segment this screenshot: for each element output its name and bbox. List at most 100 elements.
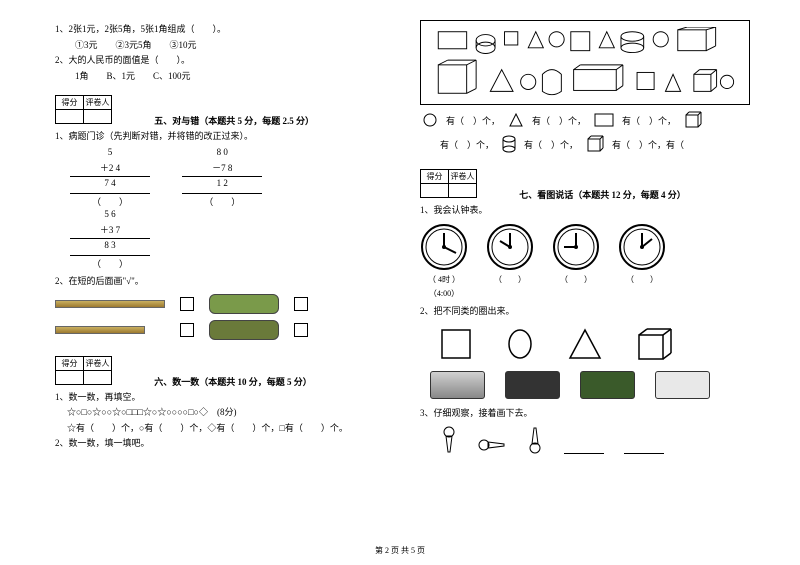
grader-blank-6[interactable] [84, 370, 112, 384]
m1a: 5 [70, 147, 150, 161]
cl1c: 有（ ）个， [622, 114, 676, 127]
checkbox-3[interactable] [180, 323, 194, 337]
math-1: 5 ＋2 4 7 4 （ ） [70, 147, 150, 209]
m1ans[interactable]: （ ） [70, 195, 150, 209]
sec7-q1: 1、我会认钟表。 [420, 204, 770, 217]
clock-icon-1 [420, 223, 468, 271]
m2c: 1 2 [182, 178, 262, 192]
pin-icon-3 [526, 426, 544, 454]
bus-icon[interactable] [430, 371, 485, 399]
short-stick-icon [55, 326, 145, 334]
sec5-q2: 2、在短的后面画"√"。 [55, 275, 370, 288]
section-6-title: 六、数一数（本题共 10 分，每题 5 分） [154, 377, 312, 387]
grader-label: 评卷人 [84, 96, 112, 110]
triangle-icon-2[interactable] [568, 328, 602, 360]
shapes-collection-icon [427, 27, 743, 98]
tank-icon[interactable] [580, 371, 635, 399]
cl2a: 有（ ）个， [440, 138, 494, 151]
page: 1、2张1元，2张5角，5张1角组成（ ）。 ①3元 ②3元5角 ③10元 2、… [0, 0, 800, 540]
grader-label-6: 评卷人 [84, 356, 112, 370]
odd-shape-row [420, 327, 770, 361]
cylinder-icon [502, 135, 516, 153]
long-stick-icon [55, 300, 165, 308]
math-problems: 5 ＋2 4 7 4 （ ） 8 0 －7 8 1 2 （ ） 5 6 ＋3 7… [55, 147, 370, 271]
m3b: ＋3 7 [70, 223, 150, 237]
m2ans[interactable]: （ ） [182, 195, 262, 209]
cl2b: 有（ ）个， [524, 138, 578, 151]
score-blank-7[interactable] [421, 184, 449, 198]
section-7-title: 七、看图说话（本题共 12 分，每题 4 分） [519, 190, 686, 200]
grader-label-7: 评卷人 [449, 170, 477, 184]
score-box-7: 得分 评卷人 [420, 169, 477, 198]
count-line-2: 有（ ）个， 有（ ）个， 有（ ）个，有（ [420, 135, 770, 153]
cube-icon-2[interactable] [637, 327, 673, 361]
pattern-blank-2[interactable] [624, 444, 664, 454]
sec6-counts: ☆有（ ）个，○有（ ）个，◇有（ ）个，□有（ ）个。 [55, 422, 370, 435]
clock-2: （ ） [486, 223, 534, 299]
clock-3: （ ） [552, 223, 600, 299]
math-2: 8 0 －7 8 1 2 （ ） [182, 147, 262, 209]
sec5-q1: 1、病题门诊（先判断对错，并将错的改正过来）。 [55, 130, 370, 143]
checkbox-4[interactable] [294, 323, 308, 337]
page-footer: 第 2 页 共 5 页 [0, 540, 800, 556]
clock-1: （ 4时 ） （4:00） [420, 223, 468, 299]
snake-icon [209, 294, 279, 314]
clock-4: （ ） [618, 223, 666, 299]
cl1a: 有（ ）个， [446, 114, 500, 127]
section-5-title: 五、对与错（本题共 5 分，每题 2.5 分） [154, 116, 314, 126]
clock-label-1: （ 4时 ） [420, 274, 468, 285]
score-label-7: 得分 [421, 170, 449, 184]
score-box-5: 得分 评卷人 [55, 95, 112, 124]
clock-icon-3 [552, 223, 600, 271]
m3c: 8 3 [70, 240, 150, 254]
m1c: 7 4 [70, 178, 150, 192]
cl1b: 有（ ）个， [532, 114, 586, 127]
oval-icon[interactable] [507, 328, 533, 360]
pin-icon-1 [440, 426, 458, 454]
count-line-1: 有（ ）个， 有（ ）个， 有（ ）个， [420, 111, 770, 129]
square-icon[interactable] [440, 328, 472, 360]
m1b: ＋2 4 [70, 161, 150, 175]
m3ans[interactable]: （ ） [70, 257, 150, 271]
sec6-q1: 1、数一数，再填空。 [55, 391, 370, 404]
grader-blank[interactable] [84, 110, 112, 124]
pattern-row [420, 426, 770, 454]
checkbox-1[interactable] [180, 297, 194, 311]
grader-blank-7[interactable] [449, 184, 477, 198]
triangle-icon [508, 112, 524, 128]
score-box-6: 得分 评卷人 [55, 356, 112, 385]
m2b: －7 8 [182, 161, 262, 175]
circle-icon [422, 112, 438, 128]
right-column: 有（ ）个， 有（ ）个， 有（ ）个， 有（ ）个， 有（ ）个， 有（ ）个… [400, 0, 800, 540]
rectangle-icon [594, 113, 614, 127]
pattern-blank-1[interactable] [564, 444, 604, 454]
checkbox-2[interactable] [294, 297, 308, 311]
q2-options: 1角 B、1元 C、100元 [55, 70, 370, 83]
sec6-q2: 2、数一数，填一填吧。 [55, 437, 370, 450]
pin-icon-2 [478, 436, 506, 454]
crocodile-icon [209, 320, 279, 340]
clock-row: （ 4时 ） （4:00） （ ） （ ） （ ） [420, 223, 770, 299]
q1-prompt: 1、2张1元，2张5角，5张1角组成（ ）。 [55, 23, 370, 36]
score-blank-6[interactable] [56, 370, 84, 384]
score-blank[interactable] [56, 110, 84, 124]
score-label: 得分 [56, 96, 84, 110]
stick-row-1 [55, 294, 370, 314]
car-icon[interactable] [505, 371, 560, 399]
left-column: 1、2张1元，2张5角，5张1角组成（ ）。 ①3元 ②3元5角 ③10元 2、… [0, 0, 400, 540]
sec7-q2: 2、把不同类的圈出来。 [420, 305, 770, 318]
cuboid-icon [684, 111, 702, 129]
score-label-6: 得分 [56, 356, 84, 370]
cube-icon [586, 135, 604, 153]
clock-time-1: （4:00） [420, 288, 468, 299]
sec7-q3: 3、仔细观察，接着画下去。 [420, 407, 770, 420]
clock-icon-2 [486, 223, 534, 271]
plane-icon[interactable] [655, 371, 710, 399]
clock-label-3[interactable]: （ ） [552, 274, 600, 285]
q1-options: ①3元 ②3元5角 ③10元 [55, 39, 370, 52]
clock-label-2[interactable]: （ ） [486, 274, 534, 285]
clock-label-4[interactable]: （ ） [618, 274, 666, 285]
cl2c: 有（ ）个，有（ [612, 138, 684, 151]
math-3: 5 6 ＋3 7 8 3 （ ） [70, 209, 150, 271]
m2a: 8 0 [182, 147, 262, 161]
